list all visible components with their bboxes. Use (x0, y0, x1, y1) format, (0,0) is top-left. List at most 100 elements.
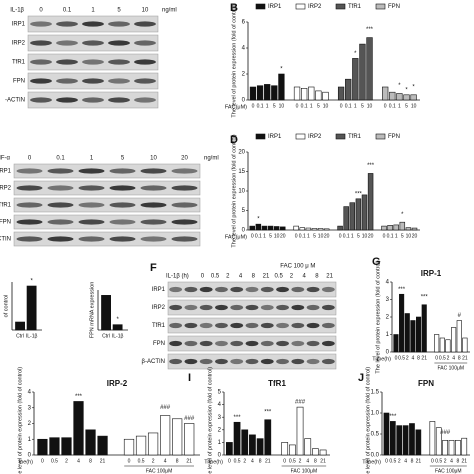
blot-header: FAC 100 μ M (280, 264, 315, 270)
x-tick-label: 21 (462, 355, 468, 361)
x-tick-label: 0 (339, 233, 342, 239)
x-tick-label: 10 (367, 103, 373, 109)
x-tick-label: 20 (412, 233, 418, 239)
band (199, 322, 213, 329)
bar (345, 78, 352, 101)
x-tick-label: 2 (243, 458, 246, 464)
annotation: *** (366, 27, 374, 33)
y-tick-label: 2 (28, 421, 32, 427)
annotation: * (412, 84, 415, 90)
bar (123, 438, 135, 456)
x-tick-label: IL-1β (112, 333, 124, 339)
y-tick-label: 10 (238, 189, 245, 195)
dose-label: 5 (117, 8, 121, 14)
x-tick-label: Ctrl (102, 333, 110, 339)
bar (26, 285, 37, 331)
y-tick-label: 1 (386, 332, 390, 338)
x-tick-label: 1 (310, 103, 313, 109)
band (82, 59, 104, 65)
bar (293, 225, 299, 231)
band (169, 322, 183, 329)
bar (381, 225, 387, 231)
annotation: *** (421, 294, 429, 300)
bar (456, 320, 462, 353)
bar (439, 337, 445, 353)
chart-title: IRP-1 (421, 269, 442, 278)
bar (451, 327, 457, 353)
bar (389, 421, 396, 456)
x-tick-label: 4 (251, 458, 254, 464)
x-tick-label: 0 (128, 458, 131, 464)
y-axis-label: FPN mRNA expression (89, 282, 95, 339)
bar (352, 58, 359, 101)
band (306, 304, 320, 311)
legend-swatch (375, 3, 386, 10)
bar (293, 86, 301, 101)
x-tick-label: 0.1 (345, 103, 352, 109)
chart-title: FPN (418, 379, 434, 388)
annotation: ### (440, 430, 451, 436)
annotation: * (398, 83, 401, 89)
dose-label: 0.1 (63, 8, 72, 14)
band (140, 185, 167, 191)
band (171, 202, 198, 208)
x-tick-label: 4 (77, 458, 80, 464)
row-label: FPN (13, 79, 25, 85)
band (56, 59, 78, 65)
bar (411, 227, 418, 231)
bar (271, 85, 278, 101)
x-tick-label: 4 (404, 458, 407, 464)
band (109, 202, 136, 208)
x-tick-label: 5 (273, 103, 276, 109)
band (171, 236, 198, 242)
band (16, 202, 43, 208)
x-tick-label: 0 (383, 233, 386, 239)
legend-label: IRP1 (268, 4, 282, 10)
y-tick-label: 4 (386, 280, 390, 286)
x-tick-label: 0 (228, 458, 231, 464)
annotation: *** (398, 287, 406, 293)
row-label: IRP2 (152, 305, 166, 311)
x-tick-label: 8 (89, 458, 92, 464)
y-tick-label: 0 (242, 228, 246, 234)
row-label: IRP2 (12, 41, 26, 47)
band (306, 340, 320, 347)
row-label: -ACTIN (5, 98, 25, 104)
legend-swatch (335, 133, 346, 140)
bar (249, 434, 256, 456)
band (134, 21, 156, 27)
y-tick-label: 5 (242, 208, 246, 214)
band (260, 340, 274, 347)
band (199, 358, 213, 365)
x-tick-label: 0 (295, 233, 298, 239)
bar (184, 423, 195, 456)
blot-strip (13, 197, 201, 213)
x-tick-label: 0.5 (138, 458, 145, 464)
bar (396, 425, 403, 456)
x-tick-label: 4 (306, 458, 309, 464)
bar (462, 337, 468, 353)
x-tick-label: 5 (405, 103, 408, 109)
annotation: ### (160, 405, 171, 411)
band (56, 21, 78, 27)
x-tick-label: 0.1 (343, 233, 350, 239)
y-axis-label: of control (3, 295, 9, 318)
band (30, 97, 52, 103)
x-tick-label: 8 (417, 355, 420, 361)
y-tick-label: 2 (386, 315, 390, 321)
row-label: IRP2 (0, 186, 12, 192)
bar (273, 226, 280, 231)
band (276, 340, 289, 347)
y-tick-label: 3 (218, 415, 222, 421)
annotation: ### (184, 416, 195, 422)
x-tick-label: 21 (421, 355, 427, 361)
bar (233, 421, 241, 456)
x-tick-label: 2 (447, 355, 450, 361)
bar (355, 198, 362, 231)
x-tick-label: 20 (368, 233, 374, 239)
band (16, 168, 43, 174)
bar (280, 226, 286, 231)
band (140, 168, 167, 174)
dose-label: 21 (263, 274, 270, 280)
x-tick-label: 0.5 (389, 458, 396, 464)
